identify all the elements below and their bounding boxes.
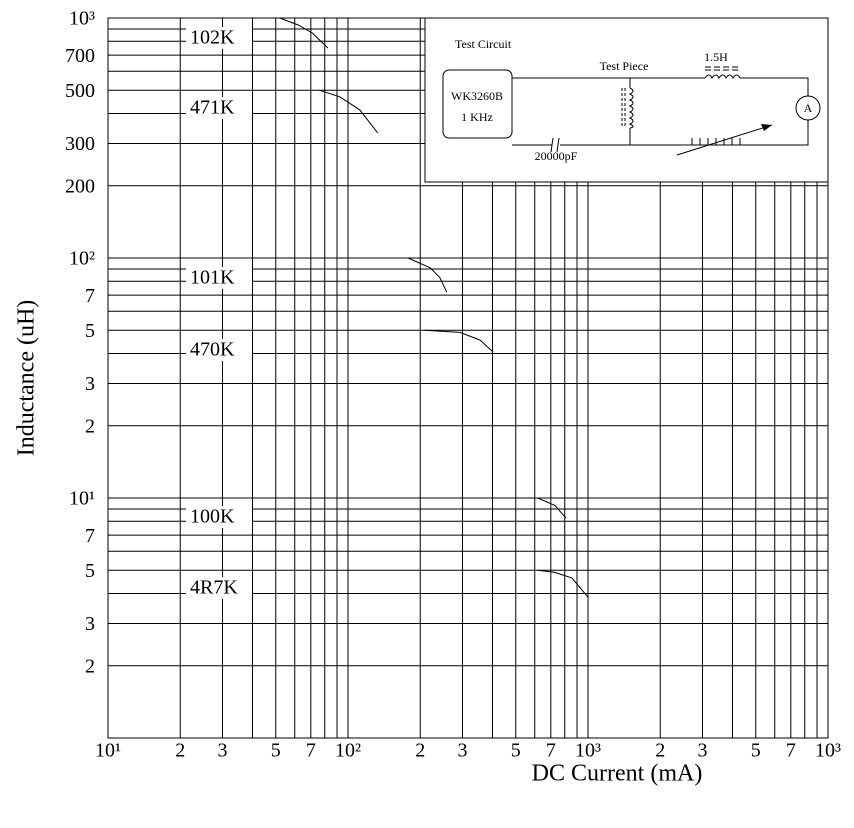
frequency-label: 1 KHz bbox=[461, 110, 493, 124]
resistor bbox=[685, 138, 750, 146]
series-line bbox=[407, 257, 448, 293]
y-tick-label: 10¹ bbox=[69, 488, 95, 510]
plot: 102K 471K 101K 470K 100K 4R7K bbox=[186, 17, 589, 599]
y-tick-label: 3 bbox=[85, 613, 95, 635]
coil bbox=[628, 87, 634, 129]
y-tick-label: 5 bbox=[85, 320, 95, 342]
x-tick-label: 10³ bbox=[575, 740, 601, 762]
x-tick-label: 10² bbox=[335, 740, 361, 762]
x-tick-label: 2 bbox=[655, 740, 665, 762]
x-tick-label: 3 bbox=[218, 740, 228, 762]
x-axis-label: DC Current (mA) bbox=[532, 761, 703, 787]
x-tick-label: 5 bbox=[271, 740, 281, 762]
inset-title: Test Circuit bbox=[455, 37, 512, 51]
y-tick-label: 7 bbox=[85, 285, 95, 307]
x-tick-label: 2 bbox=[175, 740, 185, 762]
series-label-bg bbox=[186, 267, 252, 289]
series-label-bg bbox=[186, 506, 252, 528]
x-tick-label: 3 bbox=[458, 740, 468, 762]
series-label-bg bbox=[186, 339, 252, 361]
wire bbox=[512, 77, 809, 146]
series-line bbox=[319, 89, 379, 134]
series-label-bg bbox=[186, 27, 252, 49]
series-label: 102K bbox=[190, 27, 235, 49]
x-tick-label: 10³ bbox=[815, 740, 841, 762]
core bbox=[621, 88, 626, 128]
inductor-label: 1.5H bbox=[704, 50, 728, 64]
series-label-bg bbox=[186, 97, 252, 119]
y-tick-label: 2 bbox=[85, 655, 95, 677]
x-tick-label: 5 bbox=[751, 740, 761, 762]
series-line bbox=[537, 569, 589, 598]
series-label: 100K bbox=[190, 506, 235, 528]
y-axis-label: Inductance (uH) bbox=[14, 300, 40, 457]
y-tick-label: 5 bbox=[85, 560, 95, 582]
y-tick-label: 10³ bbox=[69, 8, 95, 30]
y-tick-label: 500 bbox=[65, 80, 95, 102]
meter-label: WK3260B bbox=[451, 89, 503, 103]
inductor bbox=[704, 74, 741, 79]
y-tick-label: 3 bbox=[85, 373, 95, 395]
series-label: 4R7K bbox=[190, 577, 238, 599]
series-label: 470K bbox=[190, 339, 235, 361]
x-tick-label: 10¹ bbox=[95, 740, 121, 762]
capacitor-label: 20000pF bbox=[535, 149, 578, 163]
capacitor bbox=[550, 137, 560, 153]
arrow-head bbox=[761, 124, 772, 131]
x-tick-label: 5 bbox=[511, 740, 521, 762]
x-tick-label: 7 bbox=[546, 740, 556, 762]
y-tick-label: 200 bbox=[65, 175, 95, 197]
series-line bbox=[424, 329, 494, 353]
series-label: 471K bbox=[190, 97, 235, 119]
x-tick-label: 2 bbox=[415, 740, 425, 762]
y-tick-label: 10² bbox=[69, 248, 95, 270]
ammeter-label: A bbox=[804, 101, 813, 115]
series-line bbox=[279, 17, 329, 49]
x-tick-label: 7 bbox=[306, 740, 316, 762]
adjust-arrow bbox=[676, 124, 773, 156]
x-tick-label: 7 bbox=[786, 740, 796, 762]
inductor-core bbox=[705, 66, 740, 71]
series-label: 101K bbox=[190, 267, 235, 289]
series-label-bg bbox=[186, 577, 252, 599]
y-tick-label: 2 bbox=[85, 415, 95, 437]
y-tick-label: 700 bbox=[65, 45, 95, 67]
y-tick-label: 300 bbox=[65, 133, 95, 155]
y-tick-label: 7 bbox=[85, 525, 95, 547]
piece-label: Test Piece bbox=[600, 59, 649, 73]
meter-box bbox=[442, 69, 513, 139]
ammeter bbox=[795, 95, 821, 121]
series-line bbox=[537, 497, 567, 519]
test-circuit: Test Circuit WK3260B 1 KHz Test Piece 1.… bbox=[424, 17, 829, 183]
plot-border bbox=[107, 17, 829, 739]
x-tick-label: 3 bbox=[698, 740, 708, 762]
